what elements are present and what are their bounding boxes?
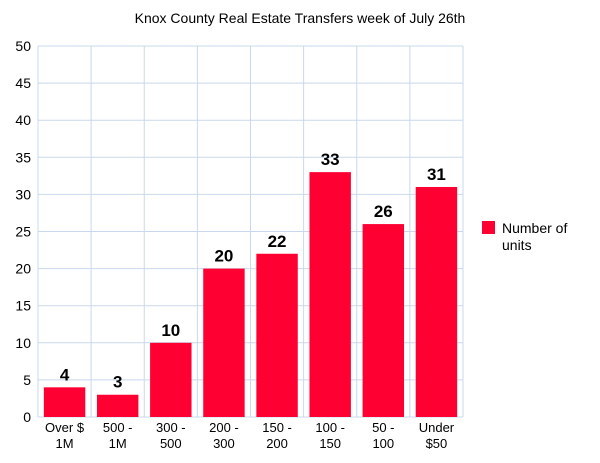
data-label: 26 (374, 202, 393, 221)
y-tick-label: 10 (15, 335, 31, 351)
y-tick-label: 25 (15, 224, 31, 240)
y-tick-label: 0 (23, 409, 31, 425)
x-tick-label: 500 (160, 436, 182, 451)
x-tick-label: Under (419, 420, 455, 435)
y-tick-label: 45 (15, 75, 31, 91)
x-tick-label: 1M (109, 436, 127, 451)
bar (96, 394, 139, 417)
legend-swatch (482, 221, 495, 234)
x-tick-label: $50 (426, 436, 448, 451)
bar (362, 224, 405, 417)
y-tick-label: 20 (15, 261, 31, 277)
legend-label: units (502, 237, 532, 253)
y-tick-label: 35 (15, 149, 31, 165)
y-tick-label: 50 (15, 38, 31, 54)
x-tick-label: 200 - (209, 420, 239, 435)
data-label: 4 (60, 365, 70, 384)
chart-title: Knox County Real Estate Transfers week o… (135, 10, 466, 26)
x-tick-label: 50 - (372, 420, 394, 435)
x-tick-label: 300 (213, 436, 235, 451)
y-tick-label: 40 (15, 112, 31, 128)
bar (309, 172, 351, 417)
data-label: 33 (321, 150, 340, 169)
x-tick-label: 1M (56, 436, 74, 451)
x-tick-label: Over $ (45, 420, 85, 435)
data-label: 10 (161, 321, 180, 340)
y-axis: 0 5 10 15 20 25 30 35 40 45 50 (15, 38, 31, 425)
bar (256, 253, 298, 417)
x-tick-label: 200 (266, 436, 288, 451)
bar (43, 387, 86, 417)
x-tick-label: 100 - (315, 420, 345, 435)
x-tick-label: 150 (319, 436, 341, 451)
bar (415, 186, 458, 417)
y-tick-label: 5 (23, 372, 31, 388)
gridlines (37, 45, 464, 418)
y-tick-label: 15 (15, 298, 31, 314)
x-tick-label: 500 - (103, 420, 133, 435)
data-label: 20 (214, 247, 233, 266)
data-label: 3 (113, 373, 122, 392)
data-label: 31 (427, 165, 446, 184)
data-label: 22 (268, 232, 287, 251)
legend-label: Number of (502, 220, 567, 236)
bar (203, 268, 245, 417)
y-tick-label: 30 (15, 186, 31, 202)
bar (150, 342, 192, 417)
x-tick-label: 150 - (262, 420, 292, 435)
bars: 4 3 10 20 22 33 26 31 (43, 150, 458, 417)
x-tick-label: 300 - (156, 420, 186, 435)
x-tick-label: 100 (372, 436, 394, 451)
